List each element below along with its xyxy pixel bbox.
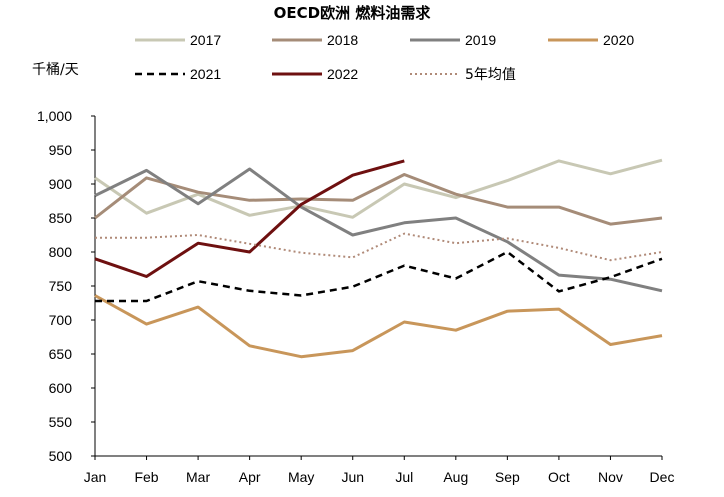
y-tick-label: 900 (49, 176, 73, 192)
series-line-2019 (94, 167, 663, 293)
legend-label-2020: 2020 (603, 32, 634, 48)
legend: 2017 2018 2019 2020 2021 2022 5年均值 (135, 32, 634, 83)
y-tick-label: 1,000 (37, 108, 72, 124)
y-tick-label: 650 (49, 346, 73, 362)
y-tick-label: 850 (49, 210, 73, 226)
series-line-2021 (95, 250, 663, 303)
x-tick-label: Aug (443, 469, 468, 485)
axes: 500 550 600 650 700 750 800 850 900 950 1,000 Jan Fe… (37, 108, 675, 485)
chart-title: OECD欧洲 燃料油需求 (274, 4, 432, 22)
legend-label-5年均值: 5年均值 (465, 67, 516, 83)
legend-label-2019: 2019 (465, 32, 496, 48)
x-tick-label: Mar (186, 469, 210, 485)
legend-label-2017: 2017 (190, 32, 221, 48)
y-tick-label: 750 (49, 278, 73, 294)
series-line-2022 (94, 159, 405, 278)
legend-label-2018: 2018 (327, 32, 358, 48)
y-tick-label: 950 (49, 142, 73, 158)
x-tick-label: May (288, 469, 314, 485)
x-tick-label: Sep (495, 469, 520, 485)
x-tick-label: Apr (239, 469, 261, 485)
y-tick-label: 550 (49, 414, 73, 430)
y-tick-label: 700 (49, 312, 73, 328)
series-line-2018 (94, 173, 663, 226)
series-line-5年均值 (95, 232, 663, 262)
y-tick-label: 800 (49, 244, 73, 260)
x-tick-label: Nov (598, 469, 623, 485)
legend-label-2021: 2021 (190, 66, 221, 82)
x-tick-label: Oct (548, 469, 570, 485)
y-axis-label: 千桶/天 (32, 62, 79, 78)
x-tick-label: Feb (134, 469, 158, 485)
legend-label-2022: 2022 (327, 66, 358, 82)
y-tick-label: 600 (49, 380, 73, 396)
x-tick-label: Jan (84, 469, 107, 485)
x-tick-label: Jul (395, 469, 413, 485)
y-tick-label: 500 (49, 448, 73, 464)
series-line-2020 (94, 294, 663, 359)
x-tick-label: Dec (650, 469, 675, 485)
series-group (94, 158, 663, 359)
x-tick-label: Jun (341, 469, 364, 485)
